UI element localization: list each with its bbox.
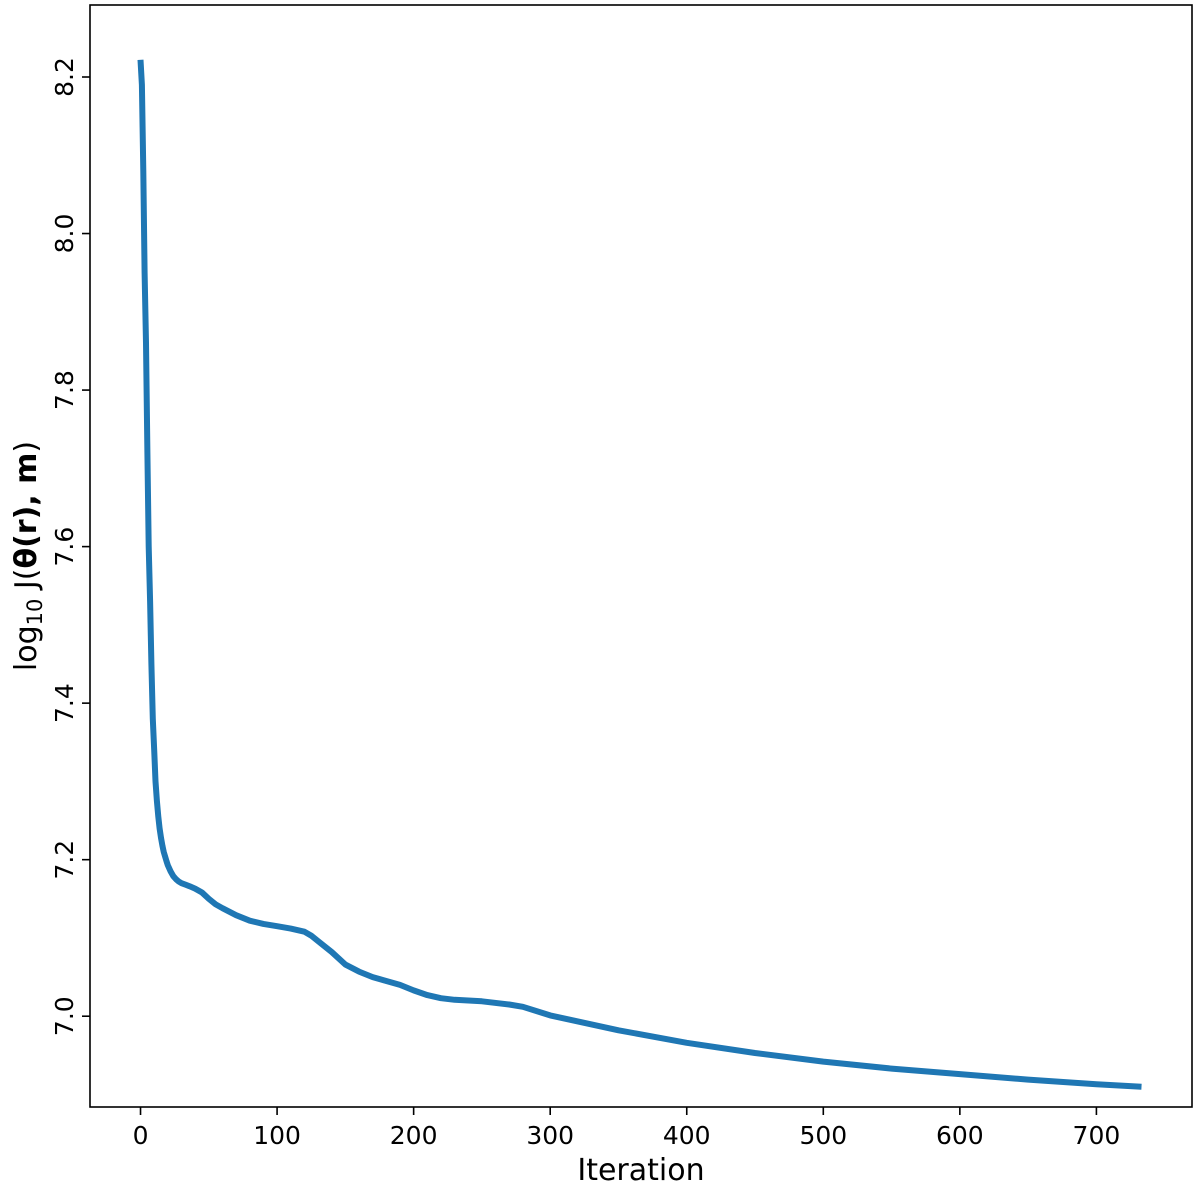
x-tick-label: 200 <box>390 1121 438 1150</box>
x-tick-label: 100 <box>253 1121 301 1150</box>
y-axis-label-subscript: 10 <box>23 599 47 626</box>
x-tick-label: 700 <box>1073 1121 1121 1150</box>
y-axis-label-suffix: ) <box>9 441 44 453</box>
plot-background <box>90 5 1192 1107</box>
y-tick-label: 7.6 <box>50 527 79 567</box>
y-tick-label: 8.2 <box>50 57 79 97</box>
y-axis-ticks: 7.0 7.2 7.4 7.6 7.8 8.0 8.2 <box>50 57 90 1036</box>
y-tick-label: 7.2 <box>50 840 79 880</box>
y-axis-label-function: J( <box>9 569 44 599</box>
x-tick-label: 400 <box>663 1121 711 1150</box>
x-tick-label: 500 <box>799 1121 847 1150</box>
y-tick-label: 8.0 <box>50 214 79 254</box>
plot-frame <box>89 4 1193 1108</box>
y-tick-label: 7.4 <box>50 683 79 723</box>
series-line <box>137 59 1142 1090</box>
x-axis-label: Iteration <box>577 1153 704 1186</box>
y-axis-label-args: θ(r), m <box>9 453 44 569</box>
y-axis-label: log10 J(θ(r), m) <box>9 441 47 671</box>
x-tick-label: 0 <box>133 1121 149 1150</box>
x-tick-label: 600 <box>936 1121 984 1150</box>
y-tick-label: 7.8 <box>50 370 79 410</box>
x-tick-label: 300 <box>526 1121 574 1150</box>
y-axis-label-prefix: log <box>9 625 44 671</box>
x-axis-ticks: 0 100 200 300 400 500 600 700 <box>133 1107 1121 1150</box>
y-tick-label: 7.0 <box>50 996 79 1036</box>
